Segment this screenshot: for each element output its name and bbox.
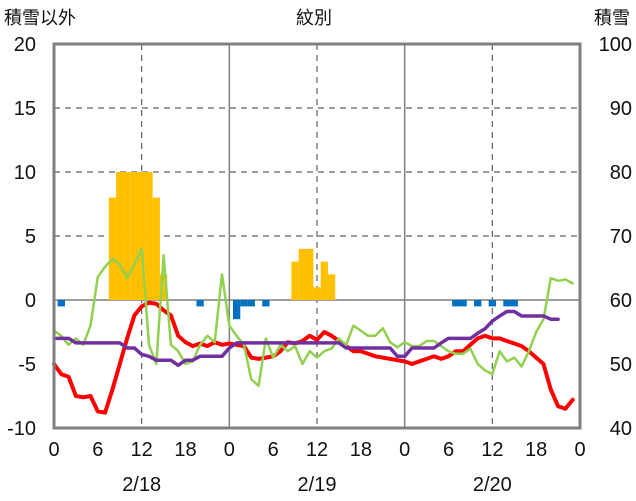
day-labels: 2/18 2/19 2/20 [122, 474, 512, 496]
precipitation-bar [262, 300, 270, 307]
precipitation-bar [57, 300, 65, 307]
precipitation-bar [196, 300, 204, 307]
left-tick-label: 15 [14, 98, 36, 120]
snowfall-bar [138, 172, 146, 300]
precipitation-bar [247, 300, 255, 307]
temperature-line [52, 300, 575, 415]
wind-line [52, 247, 574, 388]
left-tick-label: 20 [14, 34, 36, 56]
precipitation-bar [452, 300, 460, 307]
snowfall-bar [291, 261, 299, 300]
snowfall-bar [306, 248, 314, 300]
x-tick-label: 0 [224, 439, 235, 461]
day-label: 2/20 [473, 474, 512, 496]
snowfall-bar [123, 172, 131, 300]
right-axis-ticks: 100 90 80 70 60 50 40 [599, 34, 632, 440]
right-tick-label: 70 [610, 226, 632, 248]
day-label: 2/18 [122, 474, 161, 496]
x-tick-label: 6 [268, 439, 279, 461]
precipitation-bar [459, 300, 467, 307]
precipitation-bar [488, 300, 496, 307]
right-tick-label: 60 [610, 290, 632, 312]
x-tick-label: 12 [481, 439, 503, 461]
snowfall-bar [116, 172, 124, 300]
x-tick-label: 0 [48, 439, 59, 461]
x-axis-ticks: 0 6 12 18 0 6 12 18 0 6 12 18 0 [48, 439, 585, 461]
precipitation-bar [510, 300, 518, 307]
snowfall-bar [159, 274, 168, 300]
bars [57, 172, 518, 320]
day-separators [228, 44, 406, 428]
snowfall-bar [152, 197, 160, 300]
left-tick-label: 10 [14, 162, 36, 184]
snow_depth-line [52, 309, 560, 368]
right-tick-label: 50 [610, 354, 632, 376]
precipitation-bar [232, 300, 241, 320]
right-tick-label: 100 [599, 34, 632, 56]
precipitation-bar [503, 300, 511, 307]
right-tick-label: 90 [610, 98, 632, 120]
day-label: 2/19 [298, 474, 337, 496]
left-axis-ticks: 20 15 10 5 0 -5 -10 [7, 34, 36, 440]
x-tick-label: 18 [350, 439, 372, 461]
x-tick-label: 18 [525, 439, 547, 461]
x-tick-label: 12 [306, 439, 328, 461]
chart-title: 紋別 [296, 8, 332, 29]
snowfall-bar [313, 287, 321, 300]
snowfall-bar [145, 172, 153, 300]
plot-frame [52, 42, 582, 430]
right-axis-label: 積雪 [594, 8, 630, 29]
left-tick-label: 0 [25, 290, 36, 312]
left-tick-label: -5 [18, 354, 36, 376]
snowfall-bar [327, 274, 336, 300]
x-tick-label: 6 [92, 439, 103, 461]
x-tick-label: 0 [574, 439, 585, 461]
snowfall-bar [320, 261, 328, 300]
x-tick-label: 12 [131, 439, 153, 461]
x-tick-label: 0 [399, 439, 410, 461]
precipitation-bar [240, 300, 248, 307]
precipitation-bar [474, 300, 482, 307]
snowfall-bar [298, 248, 307, 300]
left-axis-label: 積雪以外 [4, 8, 76, 29]
right-tick-label: 80 [610, 162, 632, 184]
left-tick-label: -10 [7, 418, 36, 440]
x-tick-label: 18 [174, 439, 196, 461]
x-tick-label: 6 [443, 439, 454, 461]
lines [52, 247, 575, 415]
snowfall-bar [130, 172, 139, 300]
left-tick-label: 5 [25, 226, 36, 248]
snowfall-bar [108, 197, 117, 300]
right-tick-label: 40 [610, 418, 632, 440]
